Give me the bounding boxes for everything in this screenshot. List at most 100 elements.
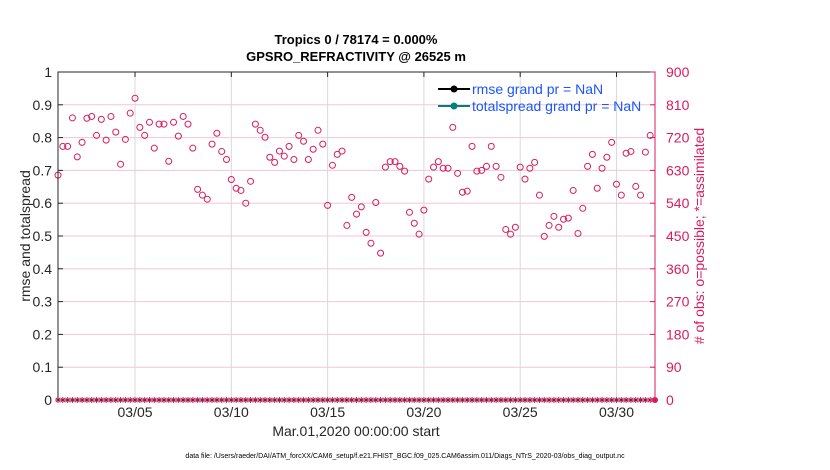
grid <box>58 72 655 400</box>
obs-possible-point <box>295 131 303 139</box>
obs-possible-point <box>78 138 86 146</box>
obs-possible-point <box>102 136 110 144</box>
obs-possible-point <box>64 142 72 150</box>
obs-possible-point <box>410 219 418 227</box>
obs-possible-point <box>280 152 288 160</box>
obs-possible-point <box>646 131 654 139</box>
obs-possible-point <box>641 148 649 156</box>
obs-possible-point <box>444 164 452 172</box>
obs-possible-point <box>251 120 259 128</box>
obs-possible-point <box>194 185 202 193</box>
obs-possible-point <box>502 225 510 233</box>
obs-possible-point <box>497 173 505 181</box>
obs-possible-point <box>160 120 168 128</box>
obs-possible-point <box>174 132 182 140</box>
y-left-tick-label: 0.2 <box>33 326 53 342</box>
obs-possible-point <box>131 94 139 102</box>
obs-possible-point <box>290 155 298 163</box>
obs-possible-point <box>242 199 250 207</box>
obs-possible-point <box>68 114 76 122</box>
obs-possible-point <box>237 186 245 194</box>
obs-possible-point <box>560 215 568 223</box>
obs-possible-point <box>198 191 206 199</box>
obs-possible-point <box>425 175 433 183</box>
obs-possible-point <box>396 162 404 170</box>
obs-possible-point <box>117 160 125 168</box>
obs-possible-point <box>574 229 582 237</box>
obs-possible-point <box>309 145 317 153</box>
obs-possible-point <box>261 133 269 141</box>
obs-possible-point <box>165 157 173 165</box>
obs-possible-point <box>150 144 158 152</box>
obs-possible-point <box>439 164 447 172</box>
obs-possible-point <box>555 223 563 231</box>
obs-possible-point <box>545 221 553 229</box>
obs-possible-point <box>420 206 428 214</box>
y-axis-left-label: rmse and totalspread <box>17 170 33 302</box>
y-left-tick-label: 0.9 <box>33 97 53 113</box>
x-tick-label: 03/05 <box>118 404 153 420</box>
obs-possible-point <box>324 201 332 209</box>
obs-possible-point <box>170 118 178 126</box>
obs-possible-point <box>454 169 462 177</box>
obs-possible-point <box>482 162 490 170</box>
obs-possible-point <box>275 147 283 155</box>
obs-possible-point <box>107 112 115 120</box>
obs-possible-point <box>487 142 495 150</box>
obs-possible-point <box>622 149 630 157</box>
legend: rmse grand pr = NaN totalspread grand pr… <box>438 81 641 114</box>
x-tick-label: 03/20 <box>406 404 441 420</box>
obs-possible-point <box>97 115 105 123</box>
obs-possible-point <box>227 176 235 184</box>
obs-possible-point <box>145 118 153 126</box>
obs-possible-point <box>319 140 327 148</box>
obs-possible-point <box>372 198 380 206</box>
obs-possible-point <box>377 249 385 257</box>
obs-possible-point <box>333 150 341 158</box>
obs-possible-point <box>386 158 394 166</box>
x-axis-label: Mar.01,2020 00:00:00 start <box>272 423 439 439</box>
x-tick-label: 03/10 <box>214 404 249 420</box>
obs-possible-point <box>357 203 365 211</box>
obs-possible-point <box>83 114 91 122</box>
obs-possible-point <box>141 131 149 139</box>
obs-possible-point <box>136 123 144 131</box>
obs-possible-point <box>430 163 438 171</box>
y-left-tick-label: 0.3 <box>33 294 53 310</box>
obs-possible-point <box>516 163 524 171</box>
obs-possible-point <box>247 177 255 185</box>
y-left-tick-label: 0.4 <box>33 261 53 277</box>
obs-possible-point <box>112 128 120 136</box>
obs-possible-point <box>564 214 572 222</box>
obs-possible-point <box>189 144 197 152</box>
obs-possible-point <box>584 162 592 170</box>
y-right-tick-label: 450 <box>666 228 690 244</box>
obs-possible-point <box>121 135 129 143</box>
obs-possible-point <box>588 150 596 158</box>
obs-possible-point <box>473 167 481 175</box>
obs-possible-point <box>73 153 81 161</box>
obs-possible-point <box>458 188 466 196</box>
y-right-tick-label: 90 <box>666 359 682 375</box>
x-tick-label: 03/25 <box>503 404 538 420</box>
y-left-tick-label: 0.1 <box>33 359 53 375</box>
obs-possible-point <box>256 126 264 134</box>
obs-possible-point <box>550 212 558 220</box>
obs-possible-point <box>632 182 640 190</box>
data-file-caption: data file: /Users/raeder/DAI/ATM_forcXX/… <box>185 453 625 460</box>
obs-possible-point <box>93 131 101 139</box>
obs-possible-point <box>391 158 399 166</box>
obs-possible-point <box>434 158 442 166</box>
obs-possible-point <box>612 180 620 188</box>
y-left-tick-label: 0 <box>44 392 52 408</box>
obs-possible-point <box>463 187 471 195</box>
obs-possible-point <box>314 126 322 134</box>
obs-possible-point <box>608 138 616 146</box>
obs-possible-point <box>203 195 211 203</box>
obs-possible-point <box>285 142 293 150</box>
obs-possible-point <box>223 155 231 163</box>
chart-title-line-1: Tropics 0 / 78174 = 0.000% <box>275 32 438 47</box>
obs-possible-point <box>637 191 645 199</box>
y-right-tick-label: 720 <box>666 130 690 146</box>
